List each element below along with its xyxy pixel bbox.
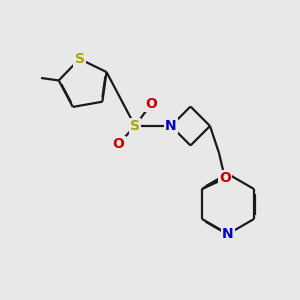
Text: O: O (219, 172, 231, 185)
Text: S: S (130, 119, 140, 133)
Text: S: S (75, 52, 85, 66)
Text: O: O (112, 137, 124, 151)
Text: N: N (222, 227, 234, 241)
Text: N: N (165, 119, 177, 133)
Text: O: O (146, 97, 158, 110)
